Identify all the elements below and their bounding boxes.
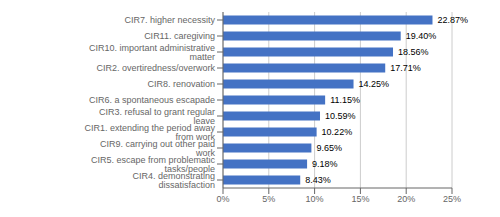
- svg-text:10.59%: 10.59%: [325, 111, 356, 121]
- svg-text:0%: 0%: [216, 194, 229, 204]
- svg-text:25%: 25%: [443, 194, 461, 204]
- svg-text:10%: 10%: [306, 194, 324, 204]
- svg-text:5%: 5%: [262, 194, 275, 204]
- svg-text:14.25%: 14.25%: [359, 79, 390, 89]
- svg-text:19.40%: 19.40%: [406, 31, 437, 41]
- svg-text:15%: 15%: [351, 194, 369, 204]
- svg-text:8.43%: 8.43%: [305, 175, 331, 185]
- svg-text:CIR3. refusal to grant regular: CIR3. refusal to grant regularleave: [99, 107, 215, 126]
- svg-text:CIR10. important administrativ: CIR10. important administrativematter: [89, 43, 215, 62]
- svg-text:CIR2. overtiredness/overwork: CIR2. overtiredness/overwork: [96, 63, 215, 73]
- svg-text:9.65%: 9.65%: [316, 143, 342, 153]
- svg-text:9.18%: 9.18%: [312, 159, 338, 169]
- svg-text:CIR6. a spontaneous escapade: CIR6. a spontaneous escapade: [89, 95, 215, 105]
- svg-text:20%: 20%: [397, 194, 415, 204]
- svg-text:22.87%: 22.87%: [437, 15, 468, 25]
- svg-text:11.15%: 11.15%: [330, 95, 360, 105]
- svg-text:18.56%: 18.56%: [398, 47, 429, 57]
- svg-text:CIR7. higher necessity: CIR7. higher necessity: [124, 15, 215, 25]
- svg-text:CIR8. renovation: CIR8. renovation: [147, 79, 215, 89]
- svg-text:CIR11. caregiving: CIR11. caregiving: [144, 31, 215, 41]
- svg-text:10.22%: 10.22%: [322, 127, 353, 137]
- svg-text:17.71%: 17.71%: [390, 63, 421, 73]
